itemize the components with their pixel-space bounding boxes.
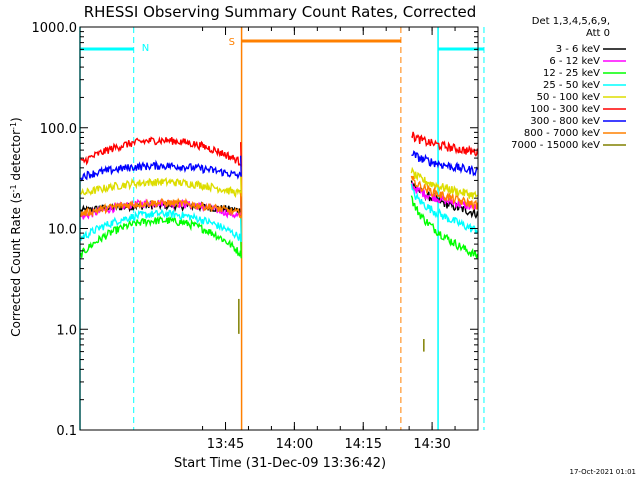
series-line-300-800-pass-1 xyxy=(80,155,242,182)
y-tick-label: 1000.0 xyxy=(32,21,78,36)
legend-label: 25 - 50 keV xyxy=(543,80,600,91)
x-tick-label: 14:30 xyxy=(413,437,450,452)
plot-area: NS xyxy=(79,27,485,430)
saa-flag-label: S xyxy=(229,37,235,48)
y-axis-label: Corrected Count Rate (s-1 detector-1) xyxy=(9,117,24,336)
series-line-300-800-pass-2 xyxy=(411,150,479,177)
y-tick-label: 10.0 xyxy=(48,223,77,238)
legend-header-line-2: Att 0 xyxy=(586,28,610,39)
x-tick-label: 14:00 xyxy=(276,437,313,452)
y-tick-label: 0.1 xyxy=(56,424,77,439)
chart-title: RHESSI Observing Summary Count Rates, Co… xyxy=(84,3,477,21)
series-line-25-50-pass-2 xyxy=(410,183,479,234)
legend-label: 7000 - 15000 keV xyxy=(511,140,600,151)
series-line-50-100-pass-1 xyxy=(80,173,242,198)
legend-label: 50 - 100 keV xyxy=(537,92,601,103)
legend-label: 300 - 800 keV xyxy=(530,116,600,127)
x-tick-label: 14:15 xyxy=(345,437,382,452)
series-line-50-100-pass-2 xyxy=(410,166,478,200)
series-line-100-300-pass-2 xyxy=(411,131,479,157)
y-tick-label: 100.0 xyxy=(40,122,77,137)
series-line-25-50-pass-1 xyxy=(80,208,242,243)
series-line-12-25-pass-2 xyxy=(410,195,479,260)
legend-label: 800 - 7000 keV xyxy=(524,128,600,139)
axes: 0.1 1.0 10.0 100.0 1000.0 13:45 14:00 14:15 14:3… xyxy=(32,21,479,452)
x-tick-label: 13:45 xyxy=(207,437,244,452)
legend-header-line-1: Det 1,3,4,5,6,9, xyxy=(532,16,610,27)
legend-label: 100 - 300 keV xyxy=(530,104,600,115)
series-line-12-25-pass-1 xyxy=(80,215,242,259)
series-line-800-7000-pass-2 xyxy=(410,175,479,211)
legend-label: 6 - 12 keV xyxy=(549,56,600,67)
x-axis-label: Start Time (31-Dec-09 13:36:42) xyxy=(174,456,386,471)
legend-label: 12 - 25 keV xyxy=(543,68,600,79)
series-line-800-7000-pass-1 xyxy=(80,193,242,219)
legend-label: 3 - 6 keV xyxy=(556,44,600,55)
night-flag-label: N xyxy=(142,43,149,54)
y-tick-label: 1.0 xyxy=(56,323,77,338)
series-line-6-12-pass-2 xyxy=(410,181,479,210)
series-line-100-300-pass-1 xyxy=(80,136,242,167)
footer-date: 17-Oct-2021 01:01 xyxy=(570,468,636,476)
